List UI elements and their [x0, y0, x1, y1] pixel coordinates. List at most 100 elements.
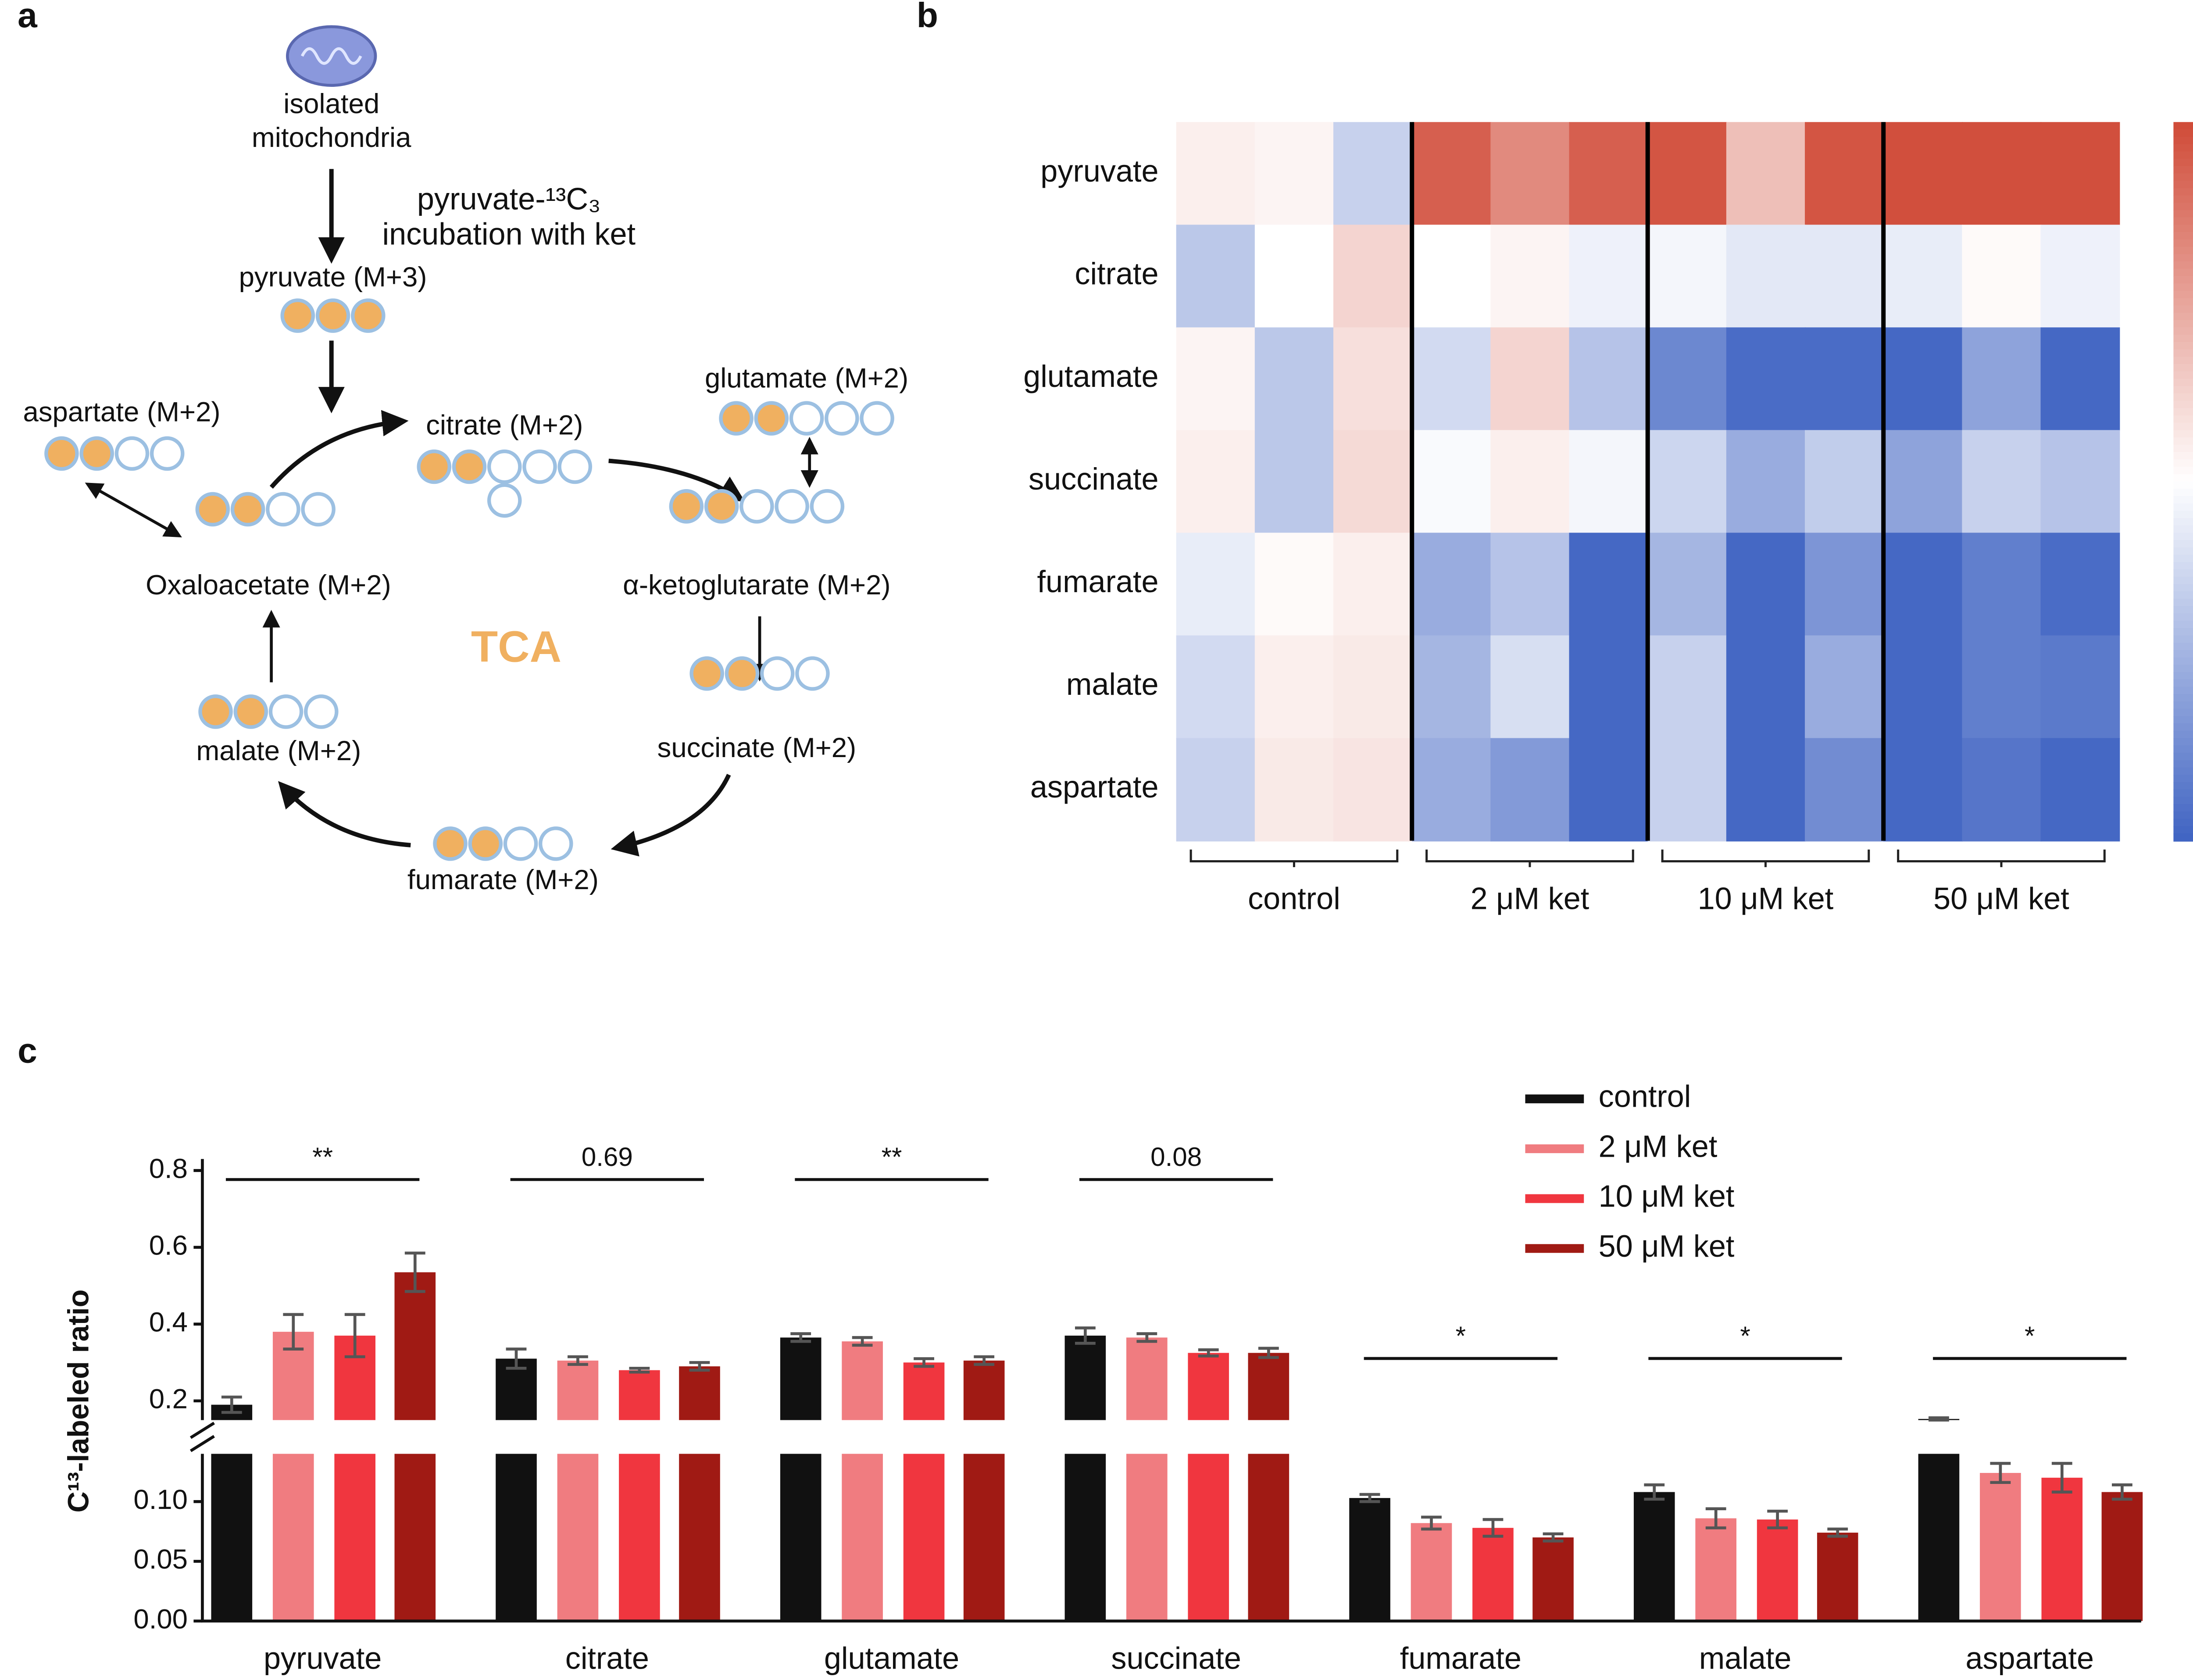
group-bracket: [1189, 849, 1399, 867]
carbon: [669, 489, 704, 524]
heat-cell: [1726, 225, 1806, 329]
colorbar-step: [2173, 789, 2193, 798]
colorbar-step: [2173, 430, 2193, 439]
row-label: citrate: [1075, 256, 1158, 291]
carbon: [775, 489, 809, 524]
heat-cell: [1333, 430, 1413, 534]
heat-cell: [1254, 327, 1334, 431]
y-tick-label: 0.4: [149, 1306, 188, 1337]
heat-cell: [1412, 430, 1492, 534]
bar: [1695, 1518, 1736, 1621]
y-tick-label: 0.05: [133, 1544, 188, 1575]
colorbar-step: [2173, 415, 2193, 424]
heat-cell: [1490, 635, 1570, 739]
bar: [1817, 1533, 1858, 1621]
source-label: mitochondria: [252, 122, 411, 153]
colorbar-step: [2173, 364, 2193, 372]
colorbar-step: [2173, 643, 2193, 651]
heat-cell: [1254, 635, 1334, 739]
colorbar-step: [2173, 672, 2193, 680]
carbon: [739, 489, 774, 524]
bar: [2041, 1477, 2083, 1621]
heat-cell: [1962, 635, 2042, 739]
colorbar-step: [2173, 371, 2193, 380]
colorbar-step: [2173, 452, 2193, 461]
node-label: pyruvate (M+3): [239, 261, 427, 293]
carbon: [795, 656, 830, 691]
colorbar-step: [2173, 716, 2193, 725]
diagram-arrows: [85, 25, 818, 857]
y-tick-label: 0.2: [149, 1383, 188, 1414]
colorbar-step: [2173, 533, 2193, 541]
bar: [1633, 1492, 1675, 1621]
colorbar-step: [2173, 686, 2193, 695]
group-label: control: [1248, 881, 1340, 915]
colorbar-step: [2173, 753, 2193, 761]
heat-cell: [1490, 738, 1570, 842]
error-bar: [689, 1361, 710, 1372]
heat-cell: [2040, 738, 2120, 842]
bar: [679, 1454, 720, 1621]
x-tick-label: fumarate: [1400, 1641, 1522, 1675]
carbon: [503, 826, 538, 861]
bar: [963, 1454, 1005, 1621]
error-bar: [506, 1348, 527, 1370]
error-bar: [1767, 1509, 1788, 1530]
colorbar-step: [2173, 151, 2193, 160]
colorbar-step: [2173, 708, 2193, 717]
node-label: malate (M+2): [196, 735, 361, 766]
colorbar-step: [2173, 826, 2193, 834]
colorbar-step: [2173, 467, 2193, 475]
heat-cell: [1962, 533, 2042, 636]
heat-cell: [2040, 635, 2120, 739]
bar: [334, 1454, 375, 1621]
colorbar-step: [2173, 283, 2193, 292]
error-bar: [404, 1251, 425, 1293]
carbon: [114, 436, 150, 471]
heat-cell: [1805, 430, 1884, 534]
heat-cell: [1726, 122, 1806, 225]
carbon: [689, 656, 724, 691]
heat-cell: [1962, 738, 2042, 842]
panel-label: c: [18, 1031, 37, 1071]
carbon: [704, 489, 739, 524]
incubation-label: incubation with ket: [382, 217, 636, 251]
carbon: [301, 492, 336, 527]
colorbar-step: [2173, 657, 2193, 666]
colorbar-step: [2173, 738, 2193, 747]
heat-cell: [1883, 533, 1963, 636]
legend-label: control: [1599, 1079, 1691, 1114]
upper-panel: [211, 1272, 1960, 1420]
node-label: Oxaloacetate (M+2): [146, 569, 391, 601]
bar: [1064, 1454, 1106, 1621]
heat-cell: [1176, 738, 1256, 842]
heat-cell: [1647, 738, 1727, 842]
lower-panel: [211, 1454, 2143, 1621]
carbon: [195, 492, 230, 527]
heat-cell: [1333, 738, 1413, 842]
colorbar-step: [2173, 203, 2193, 211]
colorbar-step: [2173, 598, 2193, 607]
heat-cell: [1569, 430, 1649, 534]
colorbar-step: [2173, 797, 2193, 805]
heat-cell: [1569, 225, 1649, 329]
bar: [679, 1366, 720, 1420]
colorbar-step: [2173, 188, 2193, 197]
error-bar: [790, 1332, 811, 1343]
heat-cell: [1962, 430, 2042, 534]
heat-cell: [1962, 327, 2042, 431]
heat-cell: [1412, 738, 1492, 842]
significance-label: 0.08: [1150, 1142, 1202, 1172]
row-label: pyruvate: [1040, 154, 1158, 188]
bar: [1918, 1454, 1960, 1621]
colorbar-step: [2173, 496, 2193, 504]
carbon: [79, 436, 114, 471]
carbon: [304, 694, 339, 729]
heat-cell: [1412, 225, 1492, 329]
heat-cell: [1254, 430, 1334, 534]
significance-label: **: [312, 1142, 333, 1172]
heat-cell: [1726, 635, 1806, 739]
colorbar-step: [2173, 173, 2193, 182]
x-tick-label: pyruvate: [264, 1641, 382, 1675]
